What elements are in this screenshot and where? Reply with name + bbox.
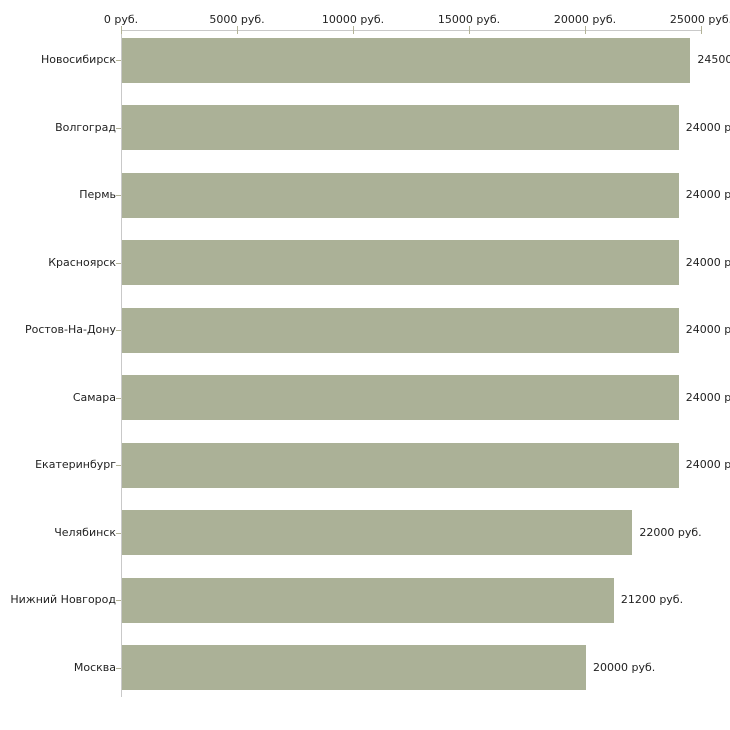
y-axis-tick (116, 397, 121, 399)
value-label: 24000 руб. (685, 255, 730, 269)
x-axis-tick (701, 26, 702, 34)
x-axis-tick (121, 26, 122, 34)
bar-6 (122, 375, 679, 420)
y-axis-line (121, 30, 122, 697)
x-axis-tick (237, 26, 238, 34)
value-label: 24000 руб. (685, 323, 730, 336)
category-label: Ростов-На-Дону (24, 323, 116, 336)
x-axis-tick-label: 20000 руб. (553, 13, 617, 26)
y-axis-tick (116, 195, 121, 196)
category-label: Екатеринбург (35, 458, 116, 471)
category-label: Нижний Новгород (10, 593, 116, 606)
value-label: 20000 руб. (593, 660, 656, 674)
y-axis-tick (116, 60, 121, 61)
y-axis-tick (116, 667, 121, 669)
value-label: 24000 руб. (685, 390, 730, 404)
category-label: Новосибирск (40, 53, 116, 66)
x-axis-tick-label: 5000 руб. (209, 13, 265, 26)
bar-9 (122, 577, 614, 623)
bar-1 (122, 37, 691, 83)
value-label: 22000 руб. (639, 525, 702, 539)
category-label: Москва (73, 660, 116, 674)
y-axis-tick (116, 330, 121, 331)
y-axis-tick (116, 127, 121, 129)
value-label: 21200 руб. (620, 593, 684, 606)
y-axis-tick (116, 262, 121, 264)
category-label: Самара (72, 390, 116, 404)
value-label: 24500 руб. (697, 53, 730, 66)
x-axis-line (121, 30, 701, 31)
value-label: 24000 руб. (685, 120, 730, 134)
x-axis-tick-label: 10000 руб. (321, 13, 385, 26)
x-axis-tick (353, 26, 354, 34)
category-label: Челябинск (54, 525, 116, 539)
bar-4 (122, 240, 679, 285)
bar-2 (122, 105, 679, 150)
value-label: 24000 руб. (685, 458, 730, 471)
y-axis-tick (116, 465, 121, 466)
x-axis-tick-label: 25000 руб. (669, 13, 730, 26)
x-axis-tick (469, 26, 470, 34)
bar-8 (122, 510, 633, 555)
x-axis-tick-label: 0 руб. (103, 13, 139, 26)
x-axis-tick-label: 15000 руб. (437, 13, 501, 26)
category-label: Волгоград (55, 120, 116, 134)
bar-7 (122, 442, 679, 488)
value-label: 24000 руб. (685, 188, 730, 201)
bar-5 (122, 307, 679, 353)
x-axis-tick (585, 26, 586, 34)
category-label: Пермь (79, 188, 116, 201)
bar-10 (122, 645, 586, 690)
category-label: Красноярск (48, 255, 116, 269)
y-axis-tick (116, 532, 121, 534)
y-axis-tick (116, 600, 121, 601)
bar-3 (122, 172, 679, 218)
